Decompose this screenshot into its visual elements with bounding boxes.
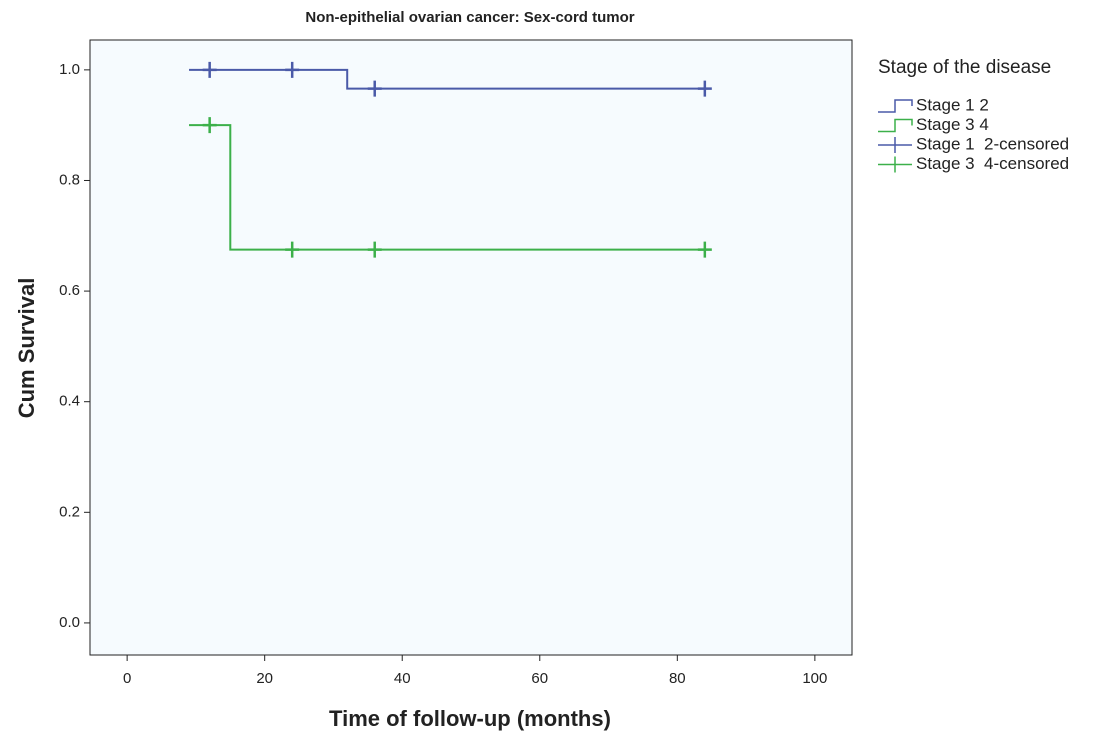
y-tick-label: 0.8 (59, 171, 80, 188)
legend-symbol (878, 137, 912, 153)
censor-mark (697, 241, 712, 258)
censor-mark (697, 80, 712, 97)
y-tick-label: 0.2 (59, 503, 80, 520)
y-tick-label: 0.6 (59, 282, 80, 299)
x-tick-label: 40 (394, 670, 411, 687)
censor-mark (367, 241, 382, 258)
legend-label: Stage 3 4 (916, 115, 989, 134)
x-tick-label: 60 (531, 670, 548, 687)
censor-mark (367, 80, 382, 97)
legend-title: Stage of the disease (878, 57, 1051, 78)
legend-label: Stage 1 2 (916, 95, 989, 114)
legend-symbol (878, 99, 913, 113)
legend-label: Stage 3 4-censored (916, 154, 1069, 173)
censor-mark (285, 241, 300, 258)
y-tick-label: 0.0 (59, 614, 80, 631)
legend-symbol (878, 118, 913, 133)
censor-mark (202, 61, 217, 78)
x-axis-label: Time of follow-up (months) (329, 706, 611, 731)
censor-mark (202, 117, 217, 134)
censor-mark (285, 61, 300, 78)
y-tick-label: 0.4 (59, 393, 80, 410)
y-tick-label: 1.0 (59, 61, 80, 78)
x-tick-label: 20 (256, 670, 273, 687)
y-axis-label: Cum Survival (14, 278, 39, 419)
survival-line (189, 68, 705, 90)
x-tick-label: 80 (669, 670, 686, 687)
legend-label: Stage 1 2-censored (916, 134, 1069, 153)
x-tick-label: 100 (802, 670, 827, 687)
chart-title: Non-epithelial ovarian cancer: Sex-cord … (305, 9, 634, 26)
legend-symbol (878, 156, 912, 173)
plot-area (89, 39, 853, 656)
x-tick-label: 0 (123, 670, 131, 687)
